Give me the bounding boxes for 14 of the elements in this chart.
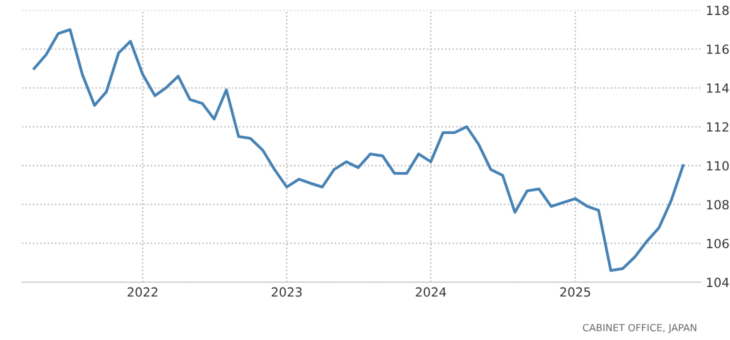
y-tick-label: 106 [707, 238, 729, 248]
x-tick-label: 2022 [128, 287, 158, 297]
y-tick-label: 118 [707, 6, 729, 16]
y-tick-label: 110 [707, 161, 729, 171]
y-tick-label: 104 [707, 278, 729, 288]
line-series [32, 28, 684, 272]
x-tick-label: 2024 [416, 287, 446, 297]
y-tick-label: 114 [707, 84, 729, 93]
text: CABINET OFFICE, JAPAN [582, 324, 696, 334]
y-tick-label: 108 [707, 200, 729, 210]
y-tick-label: 116 [707, 44, 729, 54]
y-tick-label: 112 [707, 122, 728, 132]
x-tick-label: 2025 [560, 287, 590, 297]
x-tick-label: 2023 [272, 287, 302, 297]
